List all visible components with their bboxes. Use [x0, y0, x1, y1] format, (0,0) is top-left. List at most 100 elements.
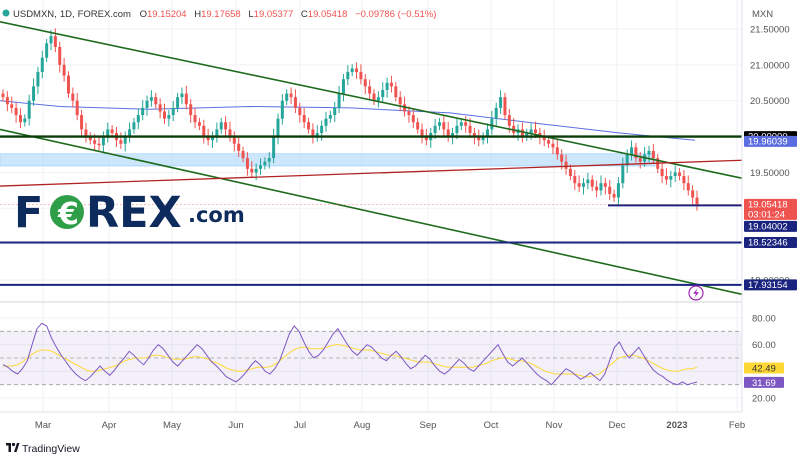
candle-body: [276, 118, 280, 137]
lightning-icon[interactable]: [688, 285, 704, 301]
candle-body: [651, 150, 655, 159]
price-label-bg: [744, 220, 797, 232]
rsi-axis[interactable]: 80.00 60.00 20.00: [752, 314, 776, 405]
candle-body: [398, 97, 402, 105]
candle-body: [691, 190, 695, 198]
candle-body: [564, 161, 568, 169]
candle-body: [110, 129, 114, 133]
candle-body: [280, 100, 284, 119]
candle-body: [363, 79, 367, 87]
candle-body: [664, 176, 668, 180]
candle-body: [298, 107, 302, 116]
time-tick: Apr: [102, 420, 117, 431]
candle-body: [355, 68, 359, 73]
time-tick: Nov: [546, 420, 563, 431]
candle-body: [62, 64, 66, 76]
interval[interactable]: 1D: [60, 9, 72, 20]
candle-body: [612, 193, 616, 198]
price-label: 19.05418: [748, 199, 788, 210]
rsi-labels: 42.49 31.69: [744, 362, 784, 389]
candle-body: [154, 97, 158, 105]
candle-body: [176, 97, 180, 108]
moving-average-line: [0, 100, 696, 141]
candle-body: [394, 86, 398, 98]
candle-body: [407, 111, 411, 116]
candle-body: [93, 140, 97, 144]
price-tick: 19.50000: [750, 168, 790, 179]
candle-body: [158, 104, 162, 112]
candle-body: [215, 129, 219, 137]
time-tick: Sep: [420, 420, 437, 431]
rsi-tick: 20.00: [752, 394, 776, 405]
candle-body: [529, 129, 533, 133]
candle-body: [32, 86, 36, 101]
candle-body: [638, 158, 642, 162]
time-tick: Dec: [609, 420, 626, 431]
candle-body: [162, 111, 166, 119]
candle-body: [167, 115, 171, 119]
candle-body: [237, 143, 241, 151]
candle-body: [289, 93, 293, 98]
price-label-bg: [744, 135, 797, 147]
candle-body: [224, 122, 228, 130]
candle-body: [66, 75, 70, 94]
candle-body: [608, 186, 612, 194]
candle-body: [219, 122, 223, 130]
price-label: 19.04002: [748, 221, 788, 232]
rsi-line: [2, 322, 698, 386]
candle-body: [97, 143, 101, 146]
candle-body: [14, 107, 18, 116]
currency-label: MXN: [752, 9, 773, 20]
candle-body: [385, 82, 389, 90]
candle-body: [211, 136, 215, 141]
candle-body: [472, 132, 476, 137]
price-label: 19.96039: [748, 136, 788, 147]
candle-body: [621, 165, 625, 184]
candle-body: [267, 158, 271, 162]
candle-body: [101, 136, 105, 146]
candle-body: [202, 125, 206, 137]
candle-body: [197, 122, 201, 126]
brand-name: TradingView: [22, 443, 80, 455]
price-label-bg: [744, 279, 797, 291]
candle-body: [669, 176, 673, 180]
candle-body: [455, 125, 459, 133]
rsi-label-bg: [744, 362, 784, 374]
tradingview-logo[interactable]: TradingView: [6, 442, 80, 455]
price-label: 18.52346: [748, 237, 788, 248]
candle-body: [499, 97, 503, 108]
market-status-icon: [2, 9, 10, 17]
high-value: 19.17658: [201, 9, 241, 20]
low-value: 19.05377: [254, 9, 294, 20]
candle-body: [18, 115, 22, 123]
open-value: 19.15204: [147, 9, 187, 20]
source: FOREX.com: [78, 9, 131, 20]
rsi-tick: 60.00: [752, 340, 776, 351]
candle-body: [285, 93, 289, 101]
price-label: 17.93154: [748, 280, 788, 291]
candle-body: [302, 115, 306, 123]
candle-body: [27, 100, 31, 119]
channel-lower-line: [0, 128, 742, 296]
candle-body: [128, 129, 132, 137]
candle-body: [660, 168, 664, 177]
candle-body: [311, 129, 315, 137]
candle-body: [416, 122, 420, 130]
candle-body: [437, 122, 441, 126]
candle-body: [420, 129, 424, 137]
candle-body: [599, 183, 603, 191]
candle-body: [333, 107, 337, 116]
candle-body: [171, 107, 175, 116]
candle-body: [433, 125, 437, 133]
time-tick: Aug: [354, 420, 371, 431]
candle-body: [1, 93, 5, 98]
candle-body: [193, 115, 197, 123]
price-label-bg: [744, 198, 797, 220]
candle-body: [424, 136, 428, 141]
candle-body: [149, 97, 153, 101]
candle-body: [678, 172, 682, 177]
time-axis[interactable]: Mar Apr May Jun Jul Aug Sep Oct Nov Dec 2023 Feb: [35, 420, 745, 431]
candle-body: [625, 154, 629, 166]
candle-body: [586, 179, 590, 184]
symbol-name[interactable]: USDMXN: [13, 9, 54, 20]
